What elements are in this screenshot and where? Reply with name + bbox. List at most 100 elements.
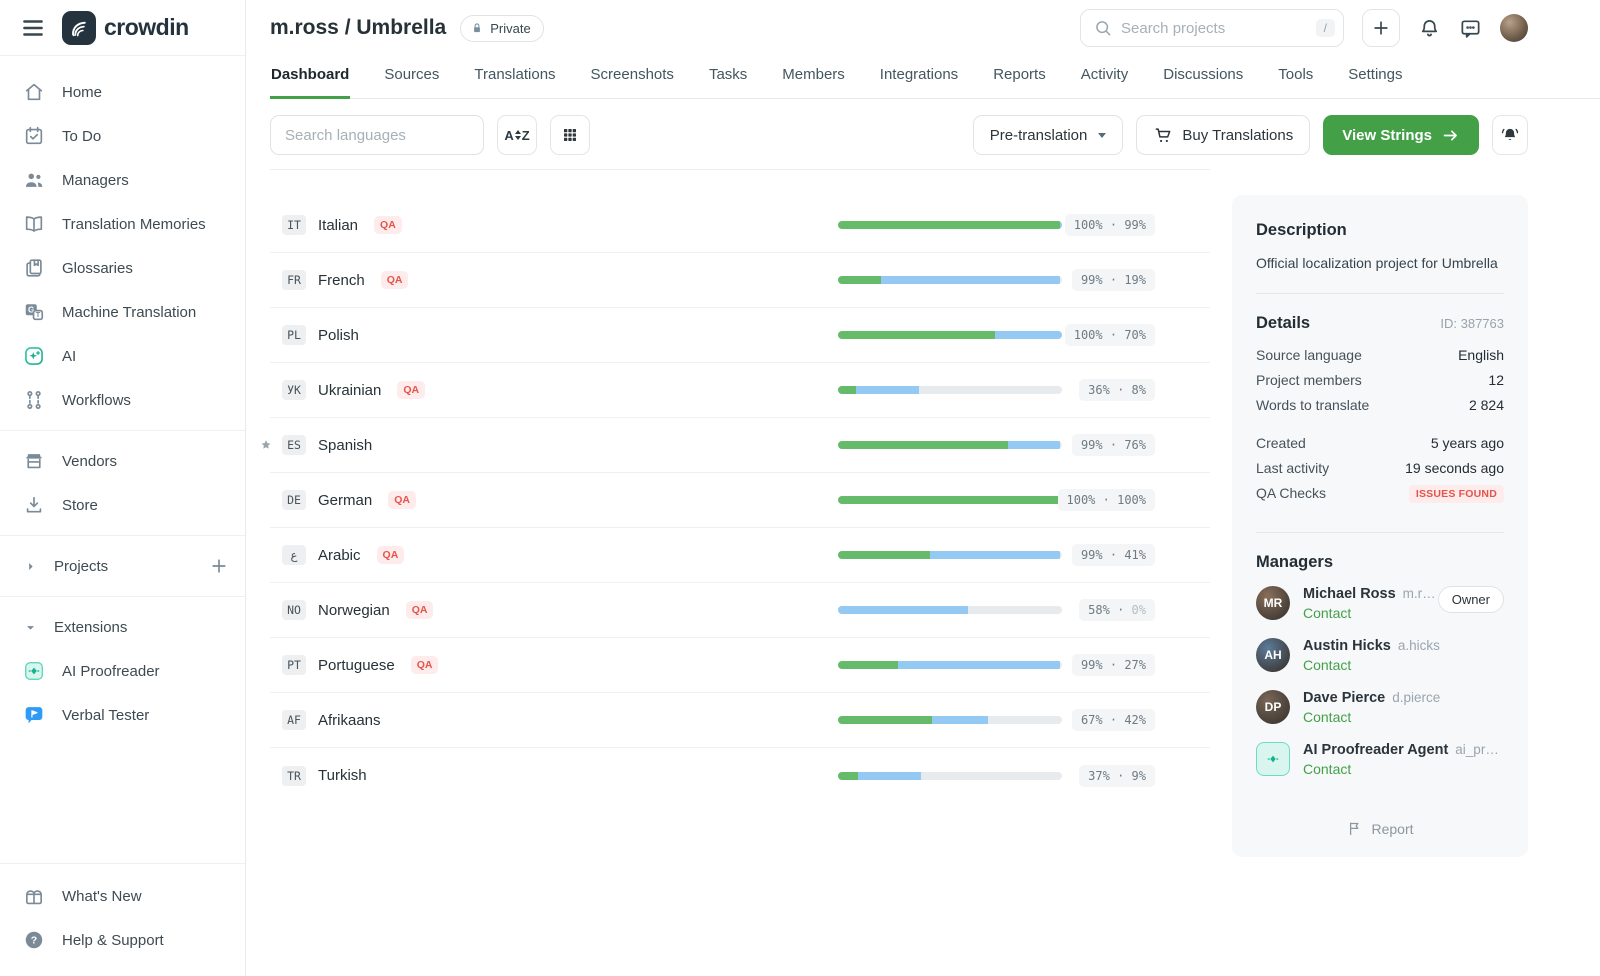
star-icon[interactable] [259,438,273,452]
language-row-italian[interactable]: ITItalianQA100% · 99% [270,198,1210,253]
owner-badge: Owner [1438,586,1504,613]
language-row-portuguese[interactable]: PTPortugueseQA99% · 27% [270,638,1210,693]
language-code-badge: УК [282,380,306,400]
user-avatar[interactable] [1500,14,1528,42]
qa-badge[interactable]: QA [406,601,434,619]
sidebar-item-glossaries[interactable]: Glossaries [0,246,245,290]
language-row-spanish[interactable]: ESSpanish99% · 76% [270,418,1210,473]
manager-avatar: MR [1256,586,1290,620]
progress-percentages: 99% · 27% [1072,654,1155,676]
pre-translation-button[interactable]: Pre-translation [973,115,1124,155]
language-row-afrikaans[interactable]: AFAfrikaans67% · 42% [270,693,1210,748]
manager-info: AI Proofreader Agentai_proof… Contact [1303,742,1504,779]
qa-badge[interactable]: QA [388,491,416,509]
messages-icon[interactable] [1459,17,1482,40]
manager-avatar: AH [1256,638,1290,672]
buy-translations-button[interactable]: Buy Translations [1136,115,1310,155]
sidebar-item-workflows[interactable]: Workflows [0,378,245,422]
details-info-rows: Source languageEnglishProject members12W… [1256,347,1504,422]
detail-row-label: Project members [1256,372,1362,388]
report-button[interactable]: Report [1256,804,1504,837]
progress-bar [838,606,1062,614]
separator: · [1103,713,1125,727]
contact-link[interactable]: Contact [1303,605,1351,621]
qa-checks-row: QA Checks ISSUES FOUND [1256,485,1504,503]
crowdin-logo-icon [62,11,96,45]
grid-view-button[interactable] [550,115,590,155]
sidebar-item-store[interactable]: Store [0,483,245,527]
language-row-turkish[interactable]: TRTurkish37% · 9% [270,748,1210,803]
tab-tools[interactable]: Tools [1277,56,1314,99]
language-row-norwegian[interactable]: NONorwegianQA58% · 0% [270,583,1210,638]
progress-bar [838,496,1062,504]
sidebar-item-to-do[interactable]: To Do [0,114,245,158]
sidebar-item-managers[interactable]: Managers [0,158,245,202]
tab-settings[interactable]: Settings [1347,56,1403,99]
sidebar-item-projects[interactable]: Projects [0,544,245,588]
contact-link[interactable]: Contact [1303,657,1351,673]
sidebar-item-machine-translation[interactable]: GTMachine Translation [0,290,245,334]
approved-percent: 41% [1124,548,1146,562]
project-tabs: Dashboard Sources Translations Screenshots T… [270,56,1600,99]
menu-icon[interactable] [20,15,46,41]
tab-translations[interactable]: Translations [473,56,556,99]
sidebar-item-translation-memories[interactable]: Translation Memories [0,202,245,246]
tab-sources[interactable]: Sources [383,56,440,99]
tab-integrations[interactable]: Integrations [879,56,959,99]
create-project-button[interactable] [1362,9,1400,47]
language-row-arabic[interactable]: عArabicQA99% · 41% [270,528,1210,583]
notifications-icon[interactable] [1418,17,1441,40]
tab-screenshots[interactable]: Screenshots [590,56,675,99]
tab-activity[interactable]: Activity [1080,56,1130,99]
manager-name: AI Proofreader Agent [1303,742,1448,758]
contact-link[interactable]: Contact [1303,761,1351,777]
subscribe-notifications-button[interactable] [1492,115,1528,155]
language-row-german[interactable]: DEGermanQA100% · 100% [270,473,1210,528]
divider [1256,532,1504,533]
tab-reports[interactable]: Reports [992,56,1047,99]
sidebar-item-verbal-tester[interactable]: Verbal Tester [0,693,245,737]
qa-badge[interactable]: QA [411,656,439,674]
crowdin-logo[interactable]: crowdin [62,11,189,45]
search-input[interactable] [1121,20,1308,37]
progress-percentages: 58% · 0% [1079,599,1155,621]
tab-members[interactable]: Members [781,56,846,99]
language-row-polish[interactable]: PLPolish100% · 70% [270,308,1210,363]
qa-badge[interactable]: QA [381,271,409,289]
sidebar-item-ai-proofreader[interactable]: AI Proofreader [0,649,245,693]
project-search[interactable]: / [1080,9,1344,47]
tab-dashboard[interactable]: Dashboard [270,56,350,99]
qa-issues-badge[interactable]: ISSUES FOUND [1409,485,1504,503]
language-row-ukrainian[interactable]: УКUkrainianQA36% · 8% [270,363,1210,418]
sidebar-item-label: Help & Support [62,932,164,949]
sidebar-item-label: AI Proofreader [62,663,160,680]
progress-approved-segment [838,386,856,394]
separator: · [1110,769,1132,783]
progress-label-area: 58% · 0% [1062,599,1210,621]
detail-row-value: English [1458,347,1504,363]
tab-tasks[interactable]: Tasks [708,56,748,99]
qa-badge[interactable]: QA [374,216,402,234]
qa-badge[interactable]: QA [397,381,425,399]
language-search-input[interactable] [270,115,484,155]
sidebar-item-vendors[interactable]: Vendors [0,439,245,483]
language-row-french[interactable]: FRFrenchQA99% · 19% [270,253,1210,308]
tab-discussions[interactable]: Discussions [1162,56,1244,99]
sidebar-item-help-support[interactable]: ? Help & Support [0,918,245,962]
sidebar-item-ai[interactable]: AI [0,334,245,378]
language-name: Polish [318,327,359,344]
language-code-badge: ع [282,545,306,565]
sidebar-item-home[interactable]: Home [0,70,245,114]
report-label: Report [1371,821,1413,837]
chevron-right-icon [23,555,37,577]
manager-name-row: AI Proofreader Agentai_proof… [1303,742,1504,758]
view-strings-button[interactable]: View Strings [1323,115,1479,155]
ai-agent-avatar [1256,742,1290,776]
sort-alphabetically-button[interactable]: AZ [497,115,537,155]
contact-link[interactable]: Contact [1303,709,1351,725]
add-project-icon[interactable] [209,556,229,576]
svg-text:?: ? [31,935,37,947]
sidebar-item-extensions[interactable]: Extensions [0,605,245,649]
qa-badge[interactable]: QA [377,546,405,564]
sidebar-item-what-s-new[interactable]: What's New [0,874,245,918]
